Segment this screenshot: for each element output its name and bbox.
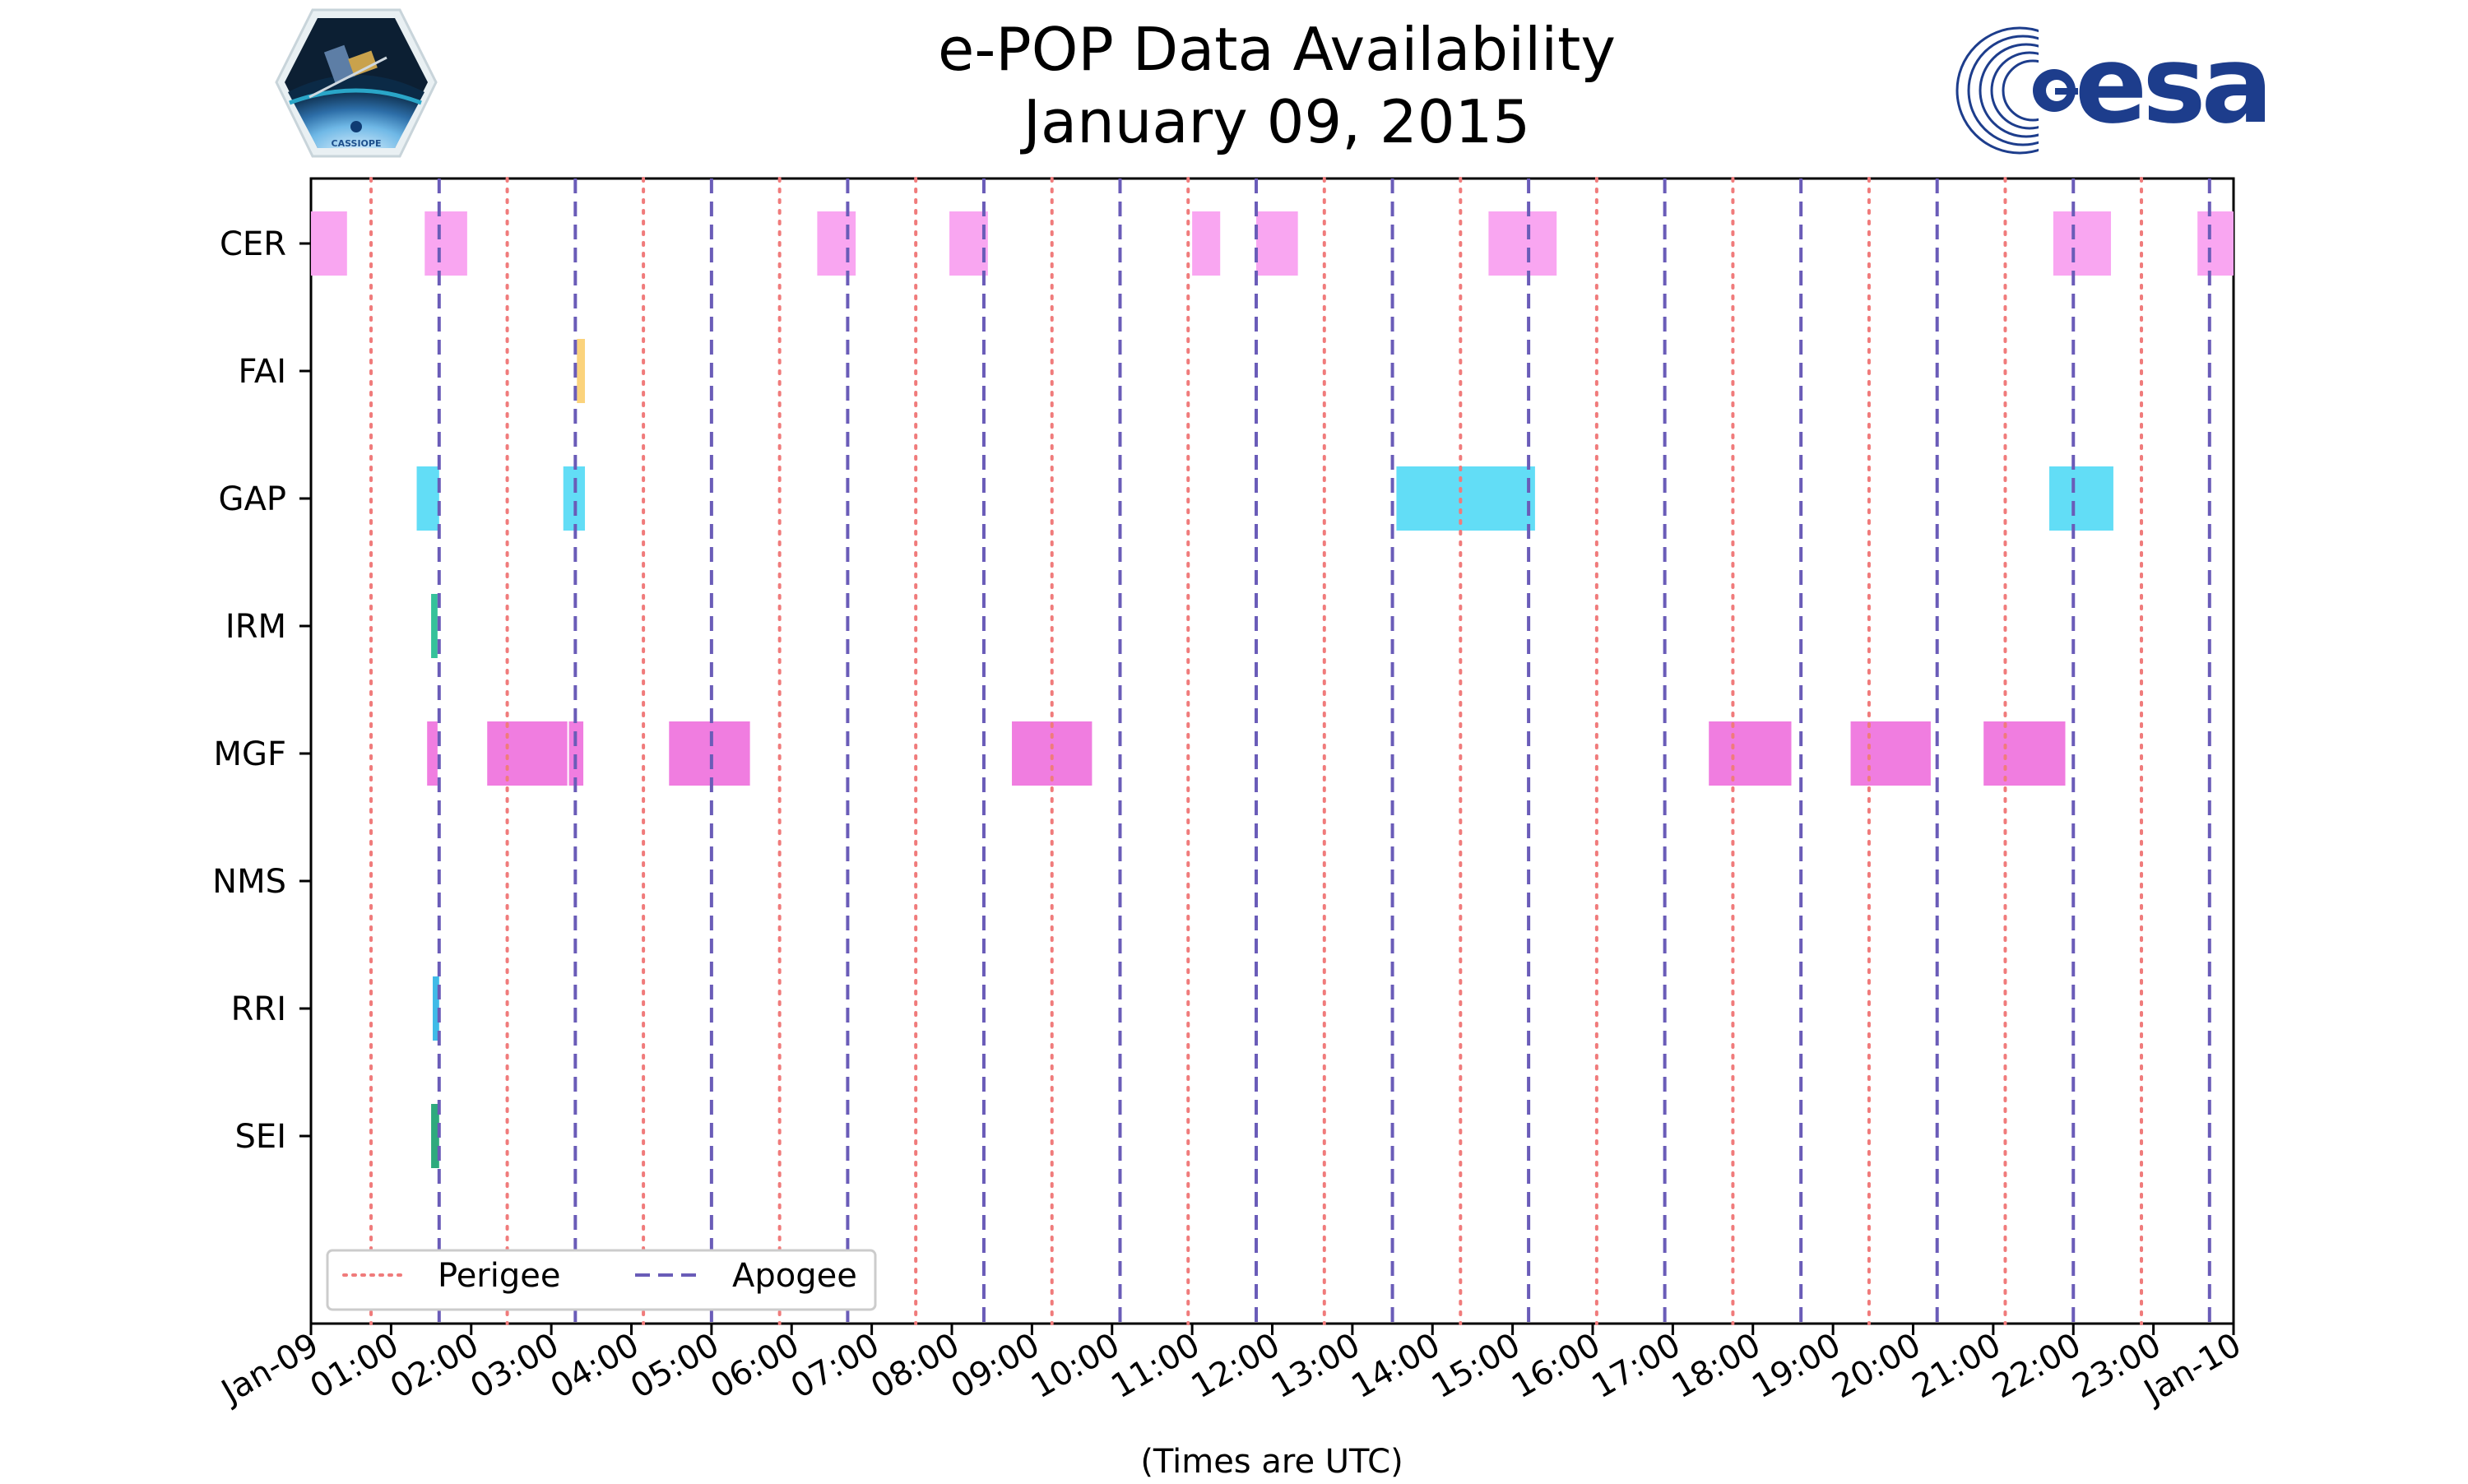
x-tick-label: 20:00 [1826,1326,1928,1406]
x-axis-label: (Times are UTC) [1140,1443,1403,1481]
bar-cer [817,211,856,276]
bar-cer [1192,211,1221,276]
axes-layer: CER FAI GAP IRM MGF NMS RRI SEI Jan-0901:0002:00… [212,225,2248,1412]
bar-mgf [568,721,584,786]
x-tick-label: 11:00 [1105,1326,1206,1406]
x-tick-label: 12:00 [1185,1326,1287,1406]
bar-gap [416,466,439,531]
x-tick-label: 16:00 [1505,1326,1607,1406]
plot-frame [309,177,2235,1325]
y-tick-label: SEI [235,1118,286,1156]
y-tick-label: GAP [219,480,286,518]
reference-lines-layer [369,177,2211,1325]
x-tick-label: 07:00 [785,1326,886,1406]
bar-cer [2197,211,2234,276]
chart-subtitle: January 09, 2015 [1020,87,1530,156]
bar-irm [431,594,438,658]
bar-cer [1256,211,1298,276]
y-tick-label: CER [220,225,286,263]
x-tick-label: 10:00 [1025,1326,1126,1406]
legend: Perigee Apogee [326,1249,877,1311]
bar-mgf [1983,721,2066,786]
bar-gap [2049,466,2113,531]
x-tick-label: 08:00 [865,1326,966,1406]
cassiope-logo-text: CASSIOPE [332,138,382,149]
x-tick-label: 13:00 [1265,1326,1366,1406]
x-tick-label: 18:00 [1666,1326,1767,1406]
x-tick-label: 19:00 [1746,1326,1847,1406]
legend-apogee-label: Apogee [732,1257,857,1295]
x-tick-label: 01:00 [304,1326,406,1406]
esa-logo-text: esa [2075,22,2268,147]
bar-gap [563,466,586,531]
x-tick-label: 02:00 [384,1326,485,1406]
bar-fai [577,339,586,403]
y-tick-label: IRM [225,608,286,646]
y-tick-label: RRI [231,990,286,1028]
bar-mgf [487,721,568,786]
bar-mgf [1012,721,1093,786]
x-tick-label: 09:00 [945,1326,1046,1406]
x-tick-label: 14:00 [1345,1326,1446,1406]
bar-sei [431,1104,439,1168]
x-tick-label: 03:00 [464,1326,565,1406]
x-tick-label: 22:00 [1986,1326,2087,1406]
legend-perigee-label: Perigee [438,1257,560,1295]
bar-gap [1396,466,1535,531]
bar-cer [311,211,347,276]
bar-mgf [427,721,438,786]
x-tick-label: 05:00 [624,1326,726,1406]
chart-title: e-POP Data Availability [938,15,1616,84]
bar-cer [2053,211,2112,276]
bar-rri [433,976,439,1041]
bar-mgf [1850,721,1931,786]
y-tick-label: NMS [212,863,286,901]
bar-mgf [669,721,750,786]
y-tick-label: FAI [239,353,287,391]
cassiope-logo: CASSIOPE [275,8,438,158]
bar-cer [1488,211,1557,276]
y-tick-label: MGF [213,735,286,773]
bar-mgf [1709,721,1792,786]
x-tick-label: 15:00 [1426,1326,1527,1406]
esa-logo: esa [1955,22,2273,158]
bar-cer [949,211,988,276]
x-tick-label: 04:00 [545,1326,646,1406]
bar-cer [424,211,467,276]
x-tick-label: 21:00 [1906,1326,2007,1406]
bars-layer [311,211,2234,1168]
x-tick-label: 06:00 [704,1326,805,1406]
x-tick-label: Jan-09 [213,1326,325,1412]
legend-box [326,1249,877,1311]
x-tick-label: 17:00 [1586,1326,1687,1406]
